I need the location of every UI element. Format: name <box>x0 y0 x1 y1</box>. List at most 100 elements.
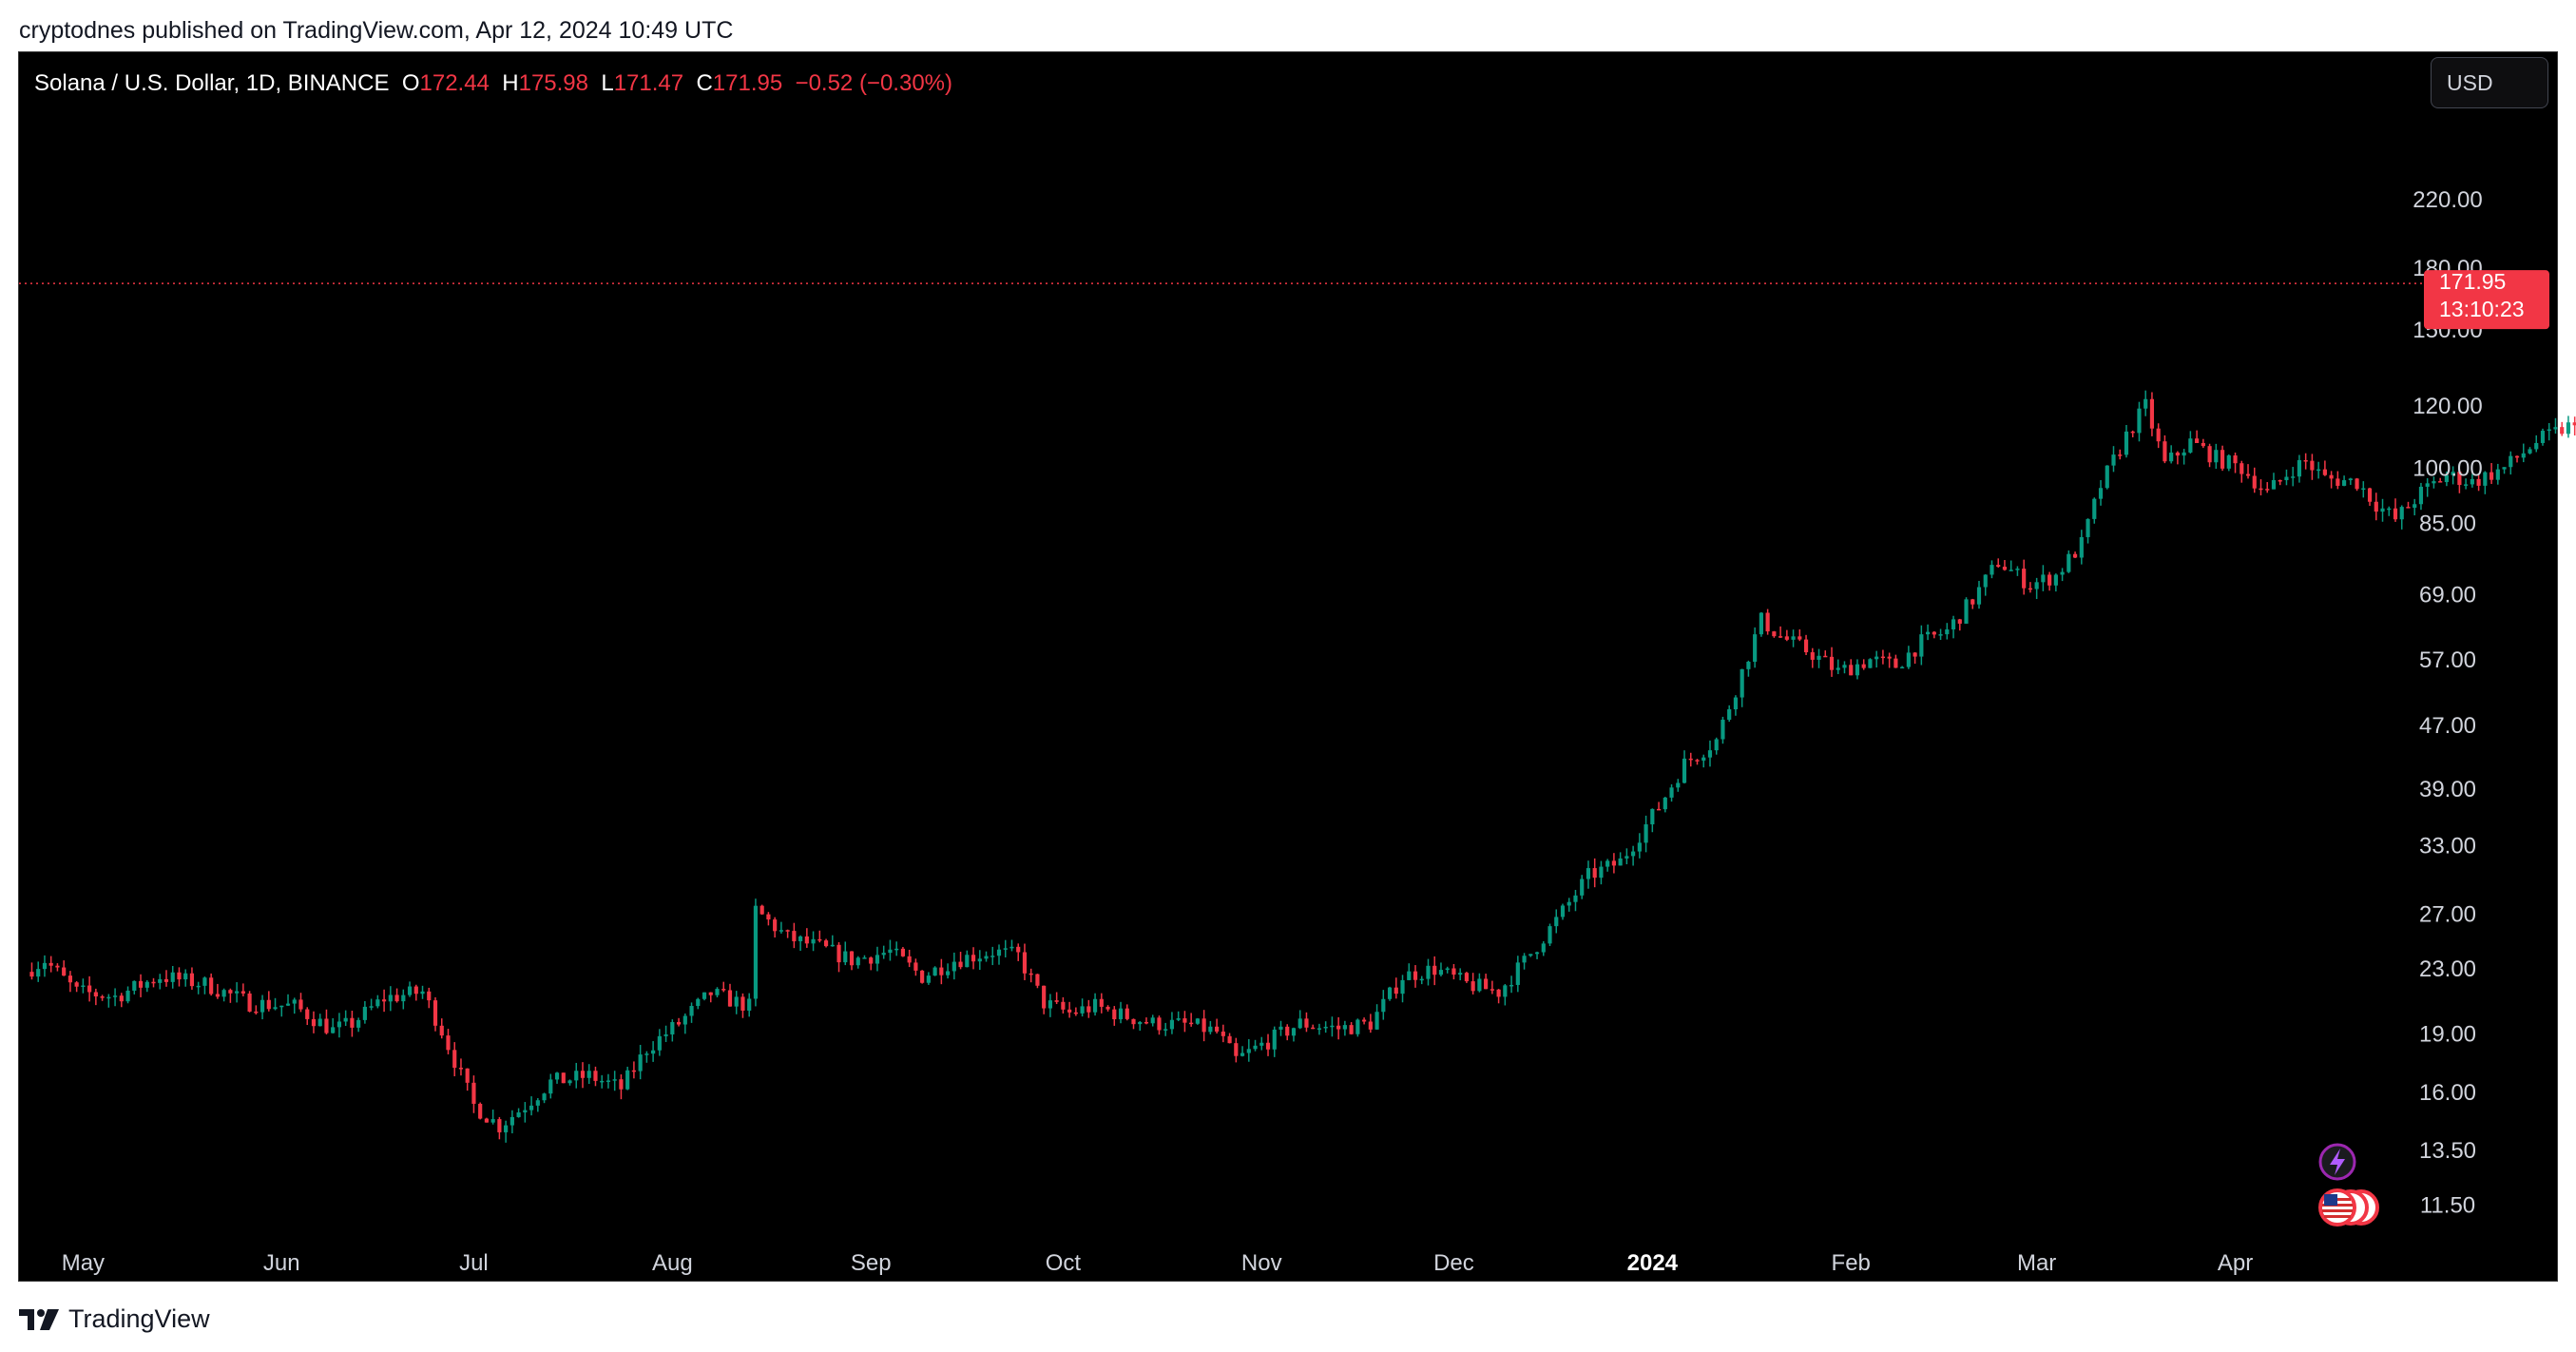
candle-body <box>612 1079 617 1081</box>
tradingview-logo[interactable]: TradingView <box>19 1304 210 1334</box>
candle-body <box>2399 507 2404 520</box>
candle-body <box>1772 631 1777 637</box>
candle-body <box>721 989 726 991</box>
candle-body <box>2348 478 2353 481</box>
candle-body <box>1759 612 1763 635</box>
x-tick-label: Sep <box>851 1250 892 1276</box>
y-tick-label: 16.00 <box>2419 1080 2476 1106</box>
candle-body <box>2226 455 2231 469</box>
candle-body <box>689 1006 694 1016</box>
candle-body <box>1451 968 1456 975</box>
us-flag-icon[interactable] <box>2318 1188 2356 1226</box>
candle-body <box>1618 858 1623 866</box>
y-tick-label: 47.00 <box>2419 713 2476 739</box>
candle-body <box>1048 1000 1052 1009</box>
candle-body <box>1362 1019 1367 1022</box>
candle-body <box>2406 507 2411 509</box>
candle-body <box>2521 453 2526 458</box>
candle-body <box>228 990 233 994</box>
candle-body <box>189 973 195 987</box>
candle-body <box>1605 860 1610 867</box>
candle-body <box>1964 599 1969 624</box>
candle-body <box>554 1072 560 1080</box>
candle-body <box>830 944 835 947</box>
candle-body <box>913 962 918 971</box>
candle-body <box>682 1015 687 1025</box>
y-tick-label: 23.00 <box>2419 956 2476 982</box>
candle-body <box>1682 758 1687 783</box>
candle-body <box>2098 488 2104 499</box>
chart-pane[interactable] <box>18 51 2558 1282</box>
candle-body <box>798 936 803 941</box>
candle-body <box>529 1105 534 1111</box>
candle-body <box>535 1100 540 1106</box>
candle-body <box>87 985 92 993</box>
candle-body <box>1349 1025 1354 1034</box>
candle-body <box>1503 985 1508 997</box>
candle-body <box>734 996 739 1007</box>
price-axis[interactable]: 220.00180.00150.00120.00100.0085.0069.00… <box>2413 187 2482 1219</box>
time-axis[interactable]: May Jun Jul Aug Sep Oct Nov Dec 2024 Feb Mar Apr <box>62 1250 2254 1276</box>
candle-body <box>1746 662 1751 669</box>
candle-body <box>600 1080 605 1083</box>
x-tick-label: Jul <box>459 1250 489 1276</box>
candle-body <box>939 967 944 975</box>
candle-body <box>1592 868 1597 879</box>
candle-body <box>1874 656 1879 660</box>
candle-body <box>958 961 963 968</box>
candle-body <box>1650 808 1655 825</box>
x-tick-label: 2024 <box>1627 1250 1679 1276</box>
candle-body <box>2124 431 2129 455</box>
candle-body <box>1400 979 1405 995</box>
candle-body <box>1925 631 1931 635</box>
candle-body <box>240 991 245 994</box>
candle-body <box>2329 474 2334 479</box>
candle-body <box>1272 1029 1277 1050</box>
candle-body <box>1586 868 1591 879</box>
candle-body <box>1855 664 1860 676</box>
candle-body <box>55 965 60 968</box>
candle-body <box>439 1025 444 1036</box>
candle-body <box>215 994 220 997</box>
candle-body <box>2182 452 2186 456</box>
candle-body <box>2553 427 2558 430</box>
candle-body <box>1419 978 1424 981</box>
low-value: 171.47 <box>613 70 684 96</box>
candle-body <box>48 962 53 966</box>
flash-icon[interactable] <box>2318 1143 2356 1181</box>
candle-body <box>394 995 399 1002</box>
candle-body <box>1061 1001 1066 1010</box>
candle-body <box>1215 1026 1220 1032</box>
candle-body <box>715 989 720 995</box>
candle-body <box>106 996 111 999</box>
currency-button[interactable]: USD <box>2431 57 2548 108</box>
candle-body <box>894 948 899 951</box>
candle-body <box>1112 1009 1117 1020</box>
candle-body <box>2418 486 2424 505</box>
candle-body <box>1976 587 1982 605</box>
candle-body <box>2470 478 2474 485</box>
candle-body <box>132 980 137 991</box>
y-tick-label: 33.00 <box>2419 834 2476 859</box>
candle-body <box>2259 488 2263 491</box>
candle-body <box>1240 1053 1245 1056</box>
candle-body <box>1490 989 1494 991</box>
candle-body <box>356 1019 361 1028</box>
candle-body <box>2105 465 2109 489</box>
candle-body <box>542 1093 547 1101</box>
candle-body <box>2509 455 2513 468</box>
close-label: C <box>696 70 713 96</box>
candle-body <box>2252 475 2257 489</box>
candle-body <box>1656 808 1662 811</box>
candle-body <box>490 1119 495 1123</box>
candle-body <box>2572 422 2576 426</box>
candle-body <box>1631 851 1636 857</box>
candle-body <box>1829 656 1835 670</box>
candle-body <box>2310 460 2315 471</box>
candle-body <box>1099 998 1104 1007</box>
candle-body <box>2284 476 2289 481</box>
candle-body <box>2041 574 2046 583</box>
candle-body <box>1624 856 1629 859</box>
candle-body <box>1599 866 1604 879</box>
